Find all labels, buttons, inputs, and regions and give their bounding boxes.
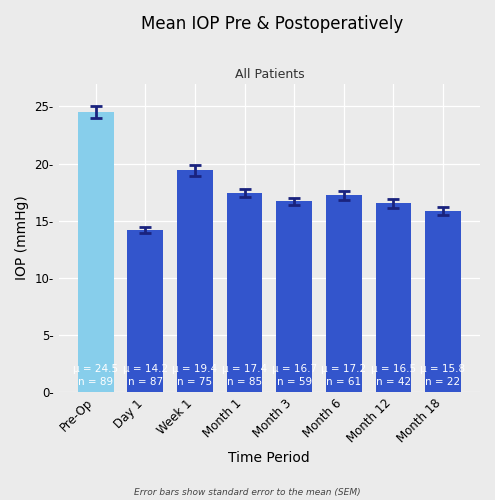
Bar: [127, 230, 163, 392]
Bar: [78, 112, 113, 392]
Text: μ = 15.8
n = 22: μ = 15.8 n = 22: [420, 364, 466, 388]
Text: μ = 19.4
n = 75: μ = 19.4 n = 75: [172, 364, 217, 388]
Text: μ = 17.4
n = 85: μ = 17.4 n = 85: [222, 364, 267, 388]
Bar: [425, 212, 461, 392]
Bar: [376, 204, 411, 392]
Bar: [326, 196, 362, 392]
Text: μ = 17.2
n = 61: μ = 17.2 n = 61: [321, 364, 366, 388]
Text: μ = 14.2
n = 87: μ = 14.2 n = 87: [123, 364, 168, 388]
Bar: [276, 201, 312, 392]
Bar: [227, 193, 262, 392]
Y-axis label: IOP (mmHg): IOP (mmHg): [15, 196, 29, 280]
Text: Error bars show standard error to the mean (SEM): Error bars show standard error to the me…: [134, 488, 361, 498]
Text: μ = 24.5
n = 89: μ = 24.5 n = 89: [73, 364, 118, 388]
Text: μ = 16.5
n = 42: μ = 16.5 n = 42: [371, 364, 416, 388]
Title: All Patients: All Patients: [235, 68, 304, 81]
Text: Mean IOP Pre & Postoperatively: Mean IOP Pre & Postoperatively: [141, 15, 403, 33]
Text: μ = 16.7
n = 59: μ = 16.7 n = 59: [272, 364, 317, 388]
Bar: [177, 170, 213, 392]
X-axis label: Time Period: Time Period: [229, 451, 310, 465]
